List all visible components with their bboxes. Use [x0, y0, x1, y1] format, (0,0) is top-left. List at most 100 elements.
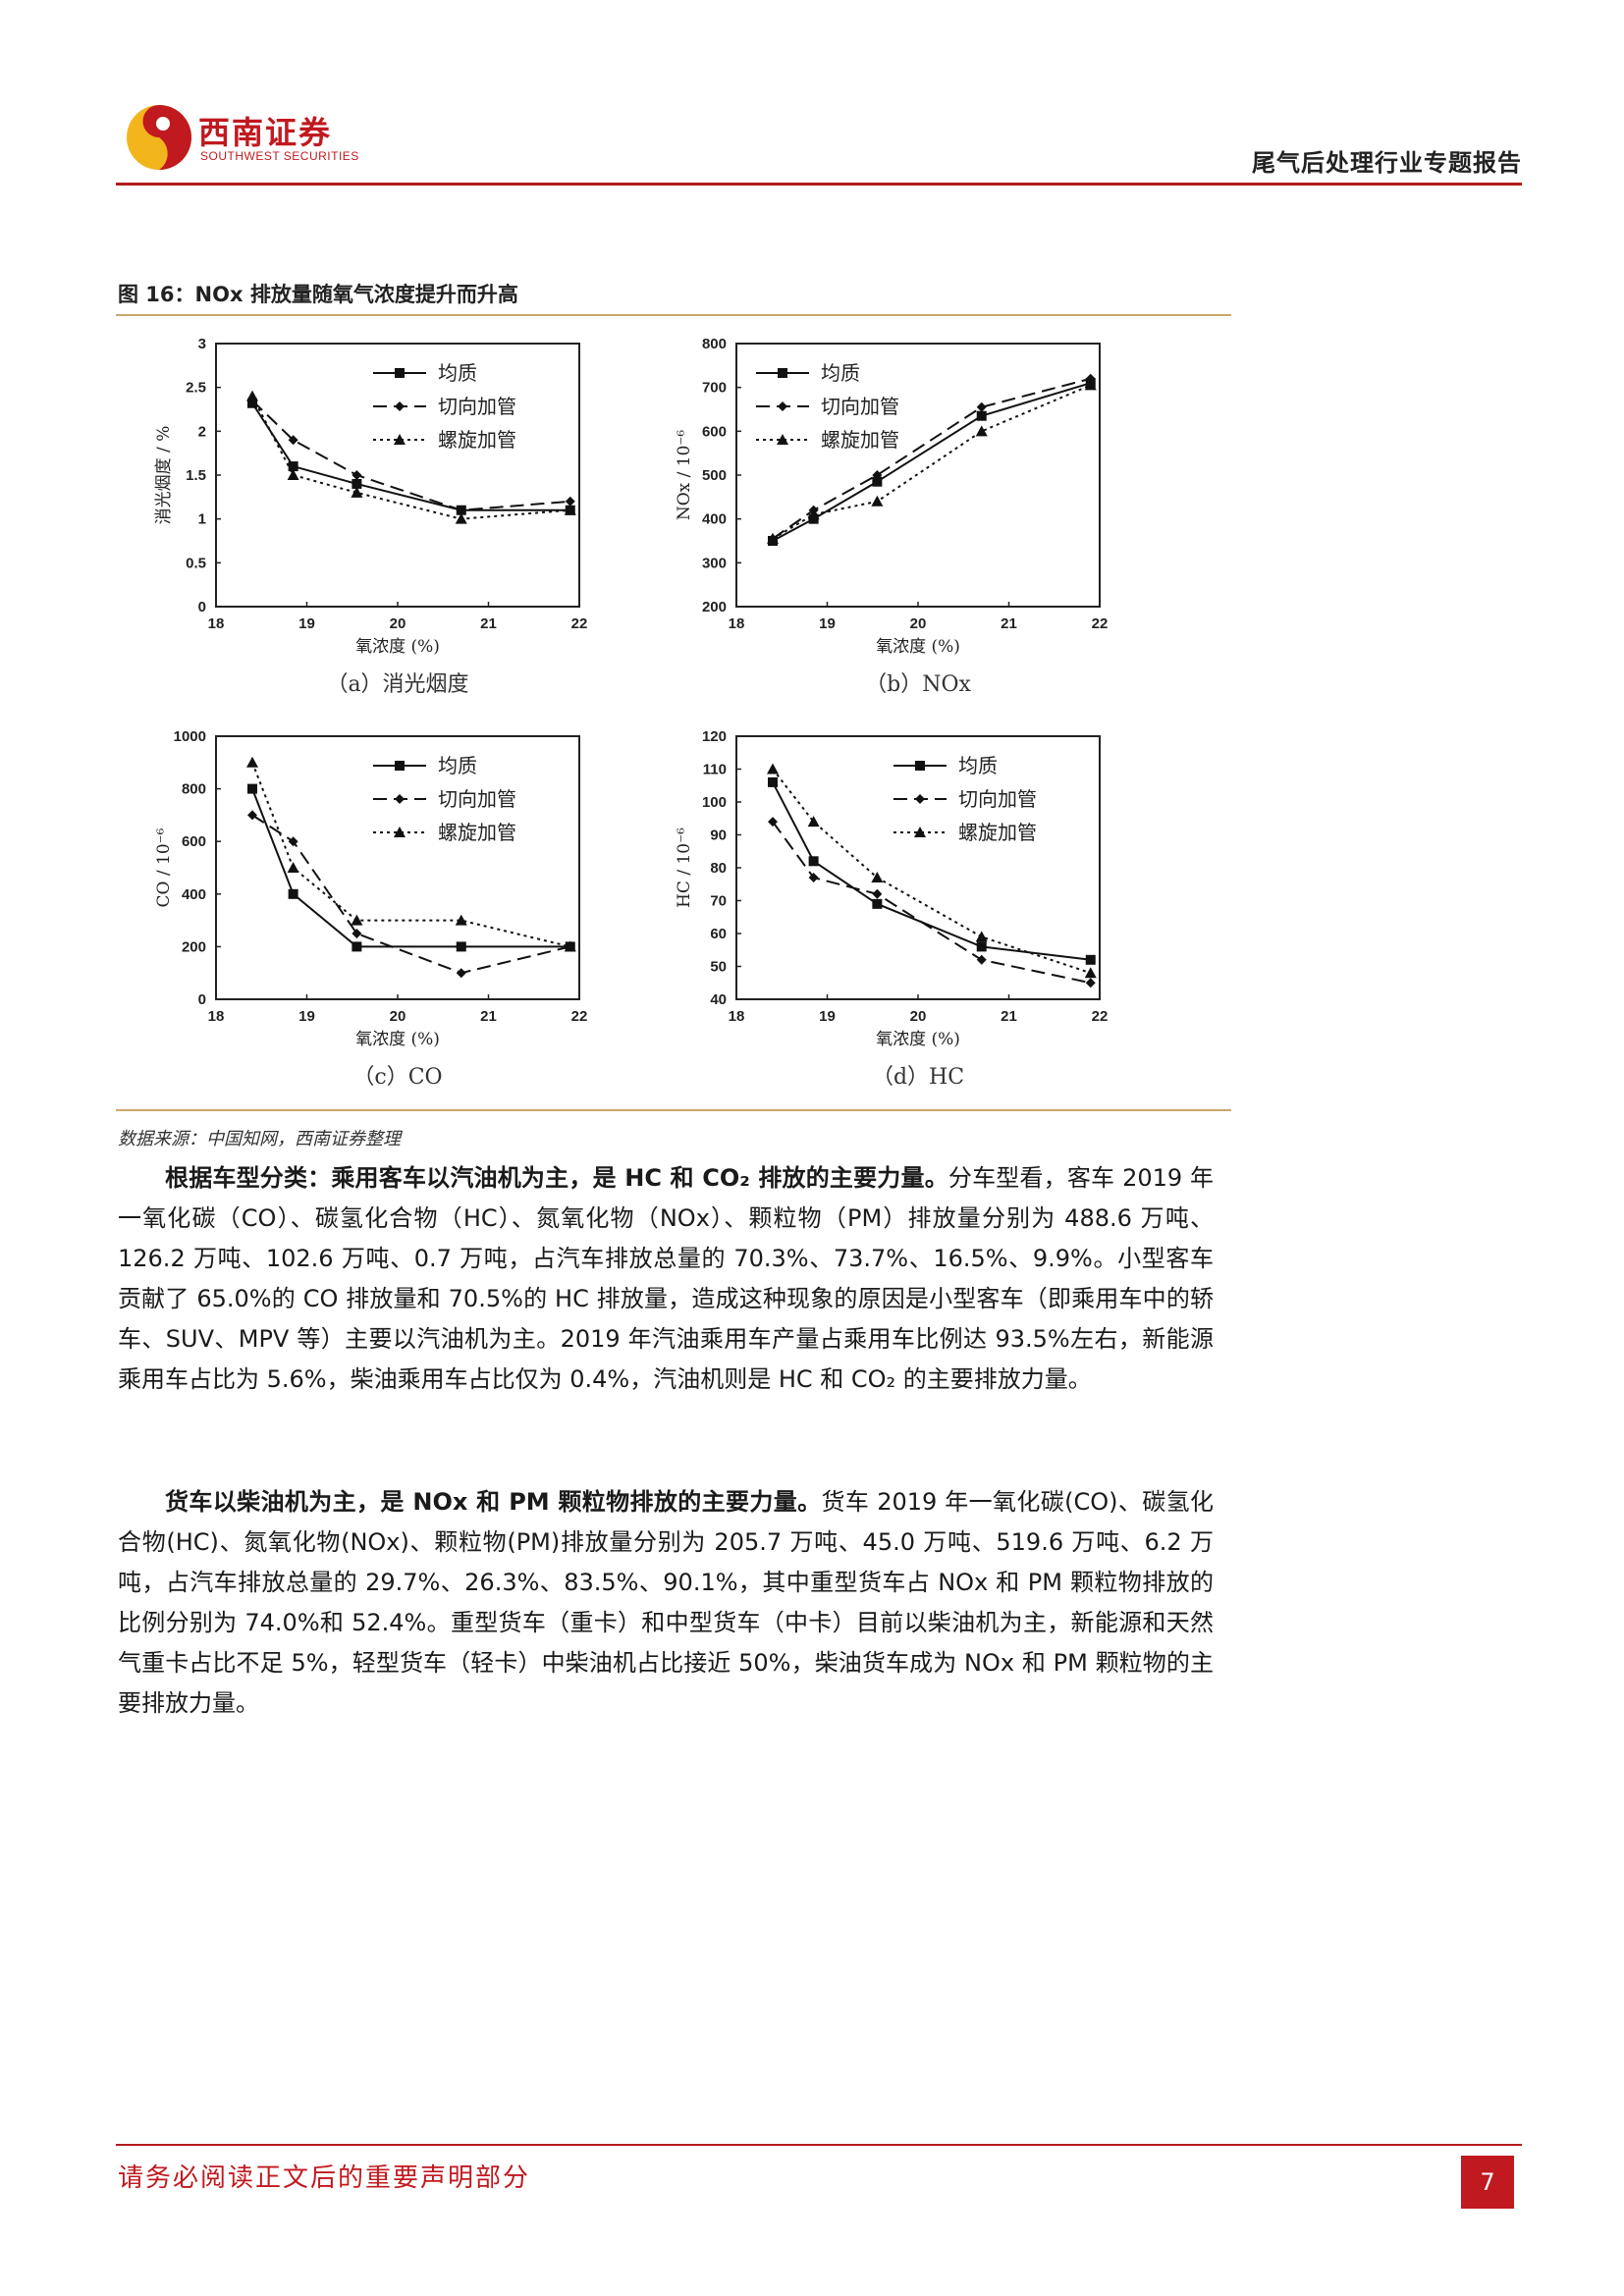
- data-point: [246, 390, 258, 401]
- data-point: [872, 476, 883, 487]
- data-point: [976, 941, 987, 952]
- figure-caption: 图 16：NOx 排放量随氧气浓度提升而升高: [118, 283, 518, 306]
- data-point: [564, 940, 576, 952]
- plot-frame: [215, 735, 580, 1000]
- legend-marker: [395, 794, 405, 804]
- y-axis-label: CO / 10⁻⁶: [154, 828, 174, 907]
- data-point: [768, 817, 778, 828]
- x-tick-label: 20: [390, 1008, 406, 1025]
- legend-label: 切向加管: [438, 787, 516, 811]
- data-point: [352, 470, 362, 480]
- legend-marker: [395, 761, 405, 771]
- legend-label: 螺旋加管: [438, 428, 516, 452]
- data-point: [565, 496, 575, 507]
- chart-panel-a: 18 19 20 21 22 0 0.5 1 1.5 2 2.5 3 氧浓度 (%) 消光烟度 / % 均质…: [154, 336, 588, 697]
- figure-top-rule: [116, 314, 1231, 316]
- series-line: [251, 396, 570, 520]
- y-tick-label: 600: [702, 423, 727, 440]
- data-point: [352, 941, 362, 952]
- x-axis-label: 氧浓度 (%): [876, 1030, 960, 1049]
- legend-label: 螺旋加管: [821, 428, 899, 452]
- y-tick-label: 40: [710, 991, 727, 1008]
- data-point: [351, 486, 363, 498]
- y-tick-label: 110: [703, 762, 727, 778]
- figure-source: 数据来源：中国知网，西南证券整理: [118, 1129, 401, 1149]
- data-point: [976, 410, 987, 421]
- southwest-securities-logo-icon: [127, 105, 191, 170]
- data-point: [288, 888, 298, 899]
- y-tick-label: 500: [702, 467, 727, 484]
- y-tick-label: 0: [198, 599, 206, 615]
- paragraph-lead: 货车以柴油机为主，是 NOx 和 PM 颗粒物排放的主要力量。: [165, 1488, 822, 1516]
- figure-bottom-rule: [116, 1109, 1231, 1111]
- paragraph-passenger-vehicles: 根据车型分类：乘用客车以汽油机为主，是 HC 和 CO₂ 排放的主要力量。分车型…: [118, 1158, 1214, 1400]
- logo-cn-text: 西南证券: [198, 114, 333, 151]
- data-point: [1085, 954, 1096, 965]
- series-line: [251, 762, 570, 948]
- y-axis-label: HC / 10⁻⁶: [675, 828, 694, 908]
- y-tick-label: 70: [710, 893, 727, 910]
- page-number: 7: [1461, 2156, 1514, 2209]
- x-tick-label: 19: [819, 1008, 836, 1025]
- data-point: [768, 776, 778, 787]
- data-point: [767, 763, 779, 774]
- data-point: [807, 816, 820, 828]
- y-tick-label: 0.5: [186, 555, 206, 571]
- chart-panel-d: 18 19 20 21 22 40 50 60 70 80 90 100 110 120 氧浓度 (%) HC…: [675, 728, 1109, 1090]
- legend-label: 均质: [821, 361, 860, 385]
- data-point: [352, 929, 362, 938]
- legend-label: 螺旋加管: [438, 821, 516, 844]
- data-point: [872, 888, 883, 899]
- series-1: [247, 398, 575, 515]
- x-tick-label: 22: [1092, 1008, 1109, 1025]
- x-axis-label: 氧浓度 (%): [876, 637, 960, 657]
- y-tick-label: 80: [710, 860, 727, 877]
- x-axis-label: 氧浓度 (%): [355, 637, 440, 657]
- y-tick-label: 3: [198, 336, 206, 352]
- x-tick-label: 19: [819, 615, 836, 632]
- footer-disclaimer: 请务必阅读正文后的重要声明部分: [118, 2163, 531, 2193]
- series-line: [772, 377, 1092, 540]
- paragraph-body: 分车型看，客车 2019 年一氧化碳（CO）、碳氢化合物（HC）、氮氧化物（NO…: [118, 1164, 1214, 1393]
- plot-frame: [735, 735, 1101, 1000]
- series-1: [768, 378, 1096, 546]
- legend-label: 切向加管: [958, 787, 1037, 811]
- y-tick-label: 400: [182, 886, 206, 903]
- legend-marker: [915, 761, 925, 771]
- series-3: [767, 763, 1097, 979]
- report-title: 尾气后处理行业专题报告: [1252, 149, 1522, 177]
- data-point: [975, 425, 988, 437]
- series-3: [246, 390, 576, 524]
- x-tick-label: 21: [480, 1008, 497, 1025]
- series-line: [251, 788, 570, 948]
- data-point: [247, 783, 257, 794]
- legend-marker: [778, 368, 787, 378]
- y-tick-label: 800: [182, 781, 206, 798]
- data-point: [287, 469, 299, 480]
- y-tick-label: 90: [710, 828, 727, 844]
- legend-marker: [778, 401, 787, 411]
- data-point: [872, 470, 883, 480]
- series-3: [767, 379, 1097, 544]
- data-point: [808, 873, 819, 883]
- y-axis-label: NOx / 10⁻⁶: [675, 430, 694, 521]
- x-tick-label: 18: [729, 615, 745, 632]
- y-tick-label: 2: [198, 423, 206, 440]
- x-tick-label: 19: [298, 1008, 315, 1025]
- data-point: [976, 954, 987, 965]
- x-tick-label: 22: [571, 615, 588, 632]
- data-point: [288, 836, 298, 847]
- y-tick-label: 700: [702, 380, 727, 397]
- series-1: [247, 783, 575, 952]
- series-line: [251, 814, 570, 975]
- data-point: [288, 461, 298, 472]
- y-tick-label: 1: [198, 511, 206, 528]
- series-line: [772, 821, 1091, 985]
- series-line: [772, 781, 1091, 961]
- page-header: 西南证券 SOUTHWEST SECURITIES 尾气后处理行业专题报告: [116, 94, 1522, 185]
- data-point: [1085, 373, 1096, 384]
- legend-marker: [395, 401, 405, 411]
- x-tick-label: 20: [910, 1008, 927, 1025]
